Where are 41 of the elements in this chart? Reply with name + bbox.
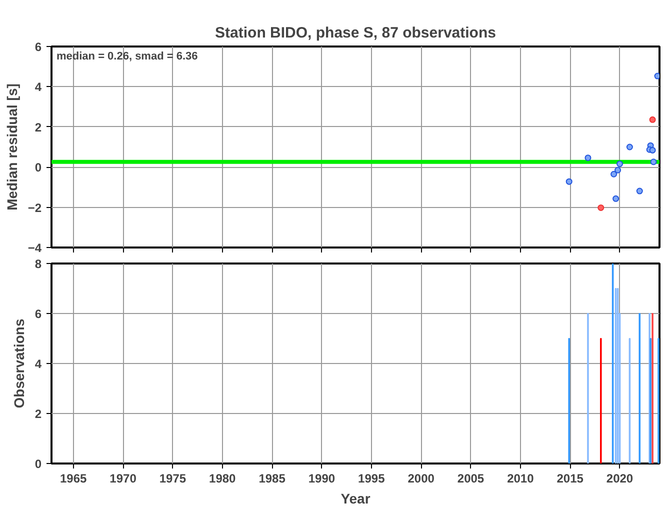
x-tick-label: 2010 (507, 472, 534, 486)
annotation: median = 0.26, smad = 6.36 (56, 50, 198, 62)
x-tick-label: 2015 (556, 472, 584, 486)
x-tick-label: 1980 (209, 472, 236, 486)
chart-title: Station BIDO, phase S, 87 observations (215, 24, 496, 42)
point (612, 195, 620, 202)
y-tick-label: 0 (34, 457, 42, 471)
point (610, 170, 618, 178)
point (598, 204, 604, 211)
point (616, 160, 624, 168)
y-axis-title: Median residual [s] (4, 84, 20, 210)
y-tick-label: 4 (34, 357, 42, 371)
point (614, 166, 622, 174)
y-tick-label: 8 (34, 257, 42, 271)
y-tick-label: 6 (34, 40, 42, 54)
y-tick-label: 6 (34, 307, 42, 321)
x-tick-label: 2020 (606, 472, 634, 486)
x-tick-label: 1995 (358, 472, 386, 486)
x-tick-label: 1975 (159, 472, 186, 486)
x-tick-label: 1970 (110, 472, 137, 486)
y-tick-label: 4 (34, 80, 42, 94)
y-tick-label: 0 (34, 160, 42, 175)
y-tick-label: 2 (34, 120, 42, 134)
point (650, 158, 657, 166)
y-axis-title: Observations (10, 318, 27, 408)
point (636, 188, 643, 194)
x-tick-label: 1990 (308, 472, 336, 486)
x-tick-label: 2000 (408, 472, 435, 486)
y-tick-label: 2 (34, 407, 42, 421)
point (649, 146, 656, 154)
point (584, 154, 592, 162)
point (626, 144, 633, 150)
x-tick-label: 1985 (258, 472, 286, 486)
y-tick-label: −2 (28, 200, 42, 215)
x-axis-title: Year (340, 490, 371, 506)
y-tick-label: −4 (28, 241, 42, 255)
x-tick-label: 1965 (60, 472, 88, 486)
point (649, 116, 656, 123)
point (566, 178, 572, 185)
x-tick-label: 2005 (457, 472, 484, 486)
point (654, 72, 660, 80)
